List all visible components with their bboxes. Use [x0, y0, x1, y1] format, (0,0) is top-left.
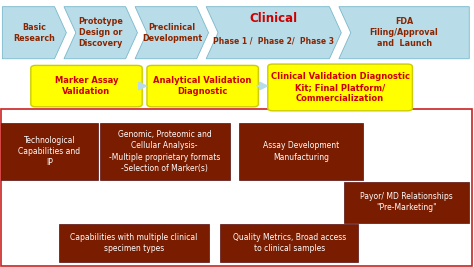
Polygon shape [339, 7, 469, 59]
Text: Marker Assay
Validation: Marker Assay Validation [55, 76, 118, 96]
Text: Clinical Validation Diagnostic
Kit; Final Platform/
Commercialization: Clinical Validation Diagnostic Kit; Fina… [271, 72, 410, 103]
FancyBboxPatch shape [268, 64, 412, 111]
FancyBboxPatch shape [100, 123, 230, 180]
FancyBboxPatch shape [147, 65, 258, 107]
FancyBboxPatch shape [220, 224, 358, 262]
Text: Preclinical
Development: Preclinical Development [142, 23, 202, 43]
Polygon shape [206, 7, 341, 59]
Polygon shape [2, 7, 66, 59]
Polygon shape [64, 7, 137, 59]
Text: FDA
Filing/Approval
and  Launch: FDA Filing/Approval and Launch [370, 17, 438, 48]
FancyBboxPatch shape [1, 123, 98, 180]
FancyBboxPatch shape [59, 224, 209, 262]
Text: Assay Development
Manufacturing: Assay Development Manufacturing [263, 142, 339, 162]
Text: Quality Metrics, Broad access
to clinical samples: Quality Metrics, Broad access to clinica… [233, 233, 346, 253]
Text: Payor/ MD Relationships
"Pre-Marketing": Payor/ MD Relationships "Pre-Marketing" [360, 192, 453, 212]
Text: Phase 1 /  Phase 2/  Phase 3: Phase 1 / Phase 2/ Phase 3 [213, 36, 334, 45]
Text: Clinical: Clinical [250, 11, 298, 25]
FancyBboxPatch shape [31, 65, 142, 107]
FancyBboxPatch shape [1, 109, 472, 266]
FancyBboxPatch shape [344, 182, 469, 223]
FancyBboxPatch shape [239, 123, 363, 180]
Text: Capabilities with multiple clinical
specimen types: Capabilities with multiple clinical spec… [70, 233, 198, 253]
Text: Analytical Validation
Diagnostic: Analytical Validation Diagnostic [154, 76, 252, 96]
Text: Prototype
Design or
Discovery: Prototype Design or Discovery [78, 17, 123, 48]
Text: Technological
Capabilities and
IP: Technological Capabilities and IP [18, 136, 81, 167]
Text: Basic
Research: Basic Research [13, 23, 55, 43]
Text: Genomic, Proteomic and
Cellular Analysis-
-Multiple proprietary formats
-Selecti: Genomic, Proteomic and Cellular Analysis… [109, 130, 220, 173]
Polygon shape [135, 7, 209, 59]
